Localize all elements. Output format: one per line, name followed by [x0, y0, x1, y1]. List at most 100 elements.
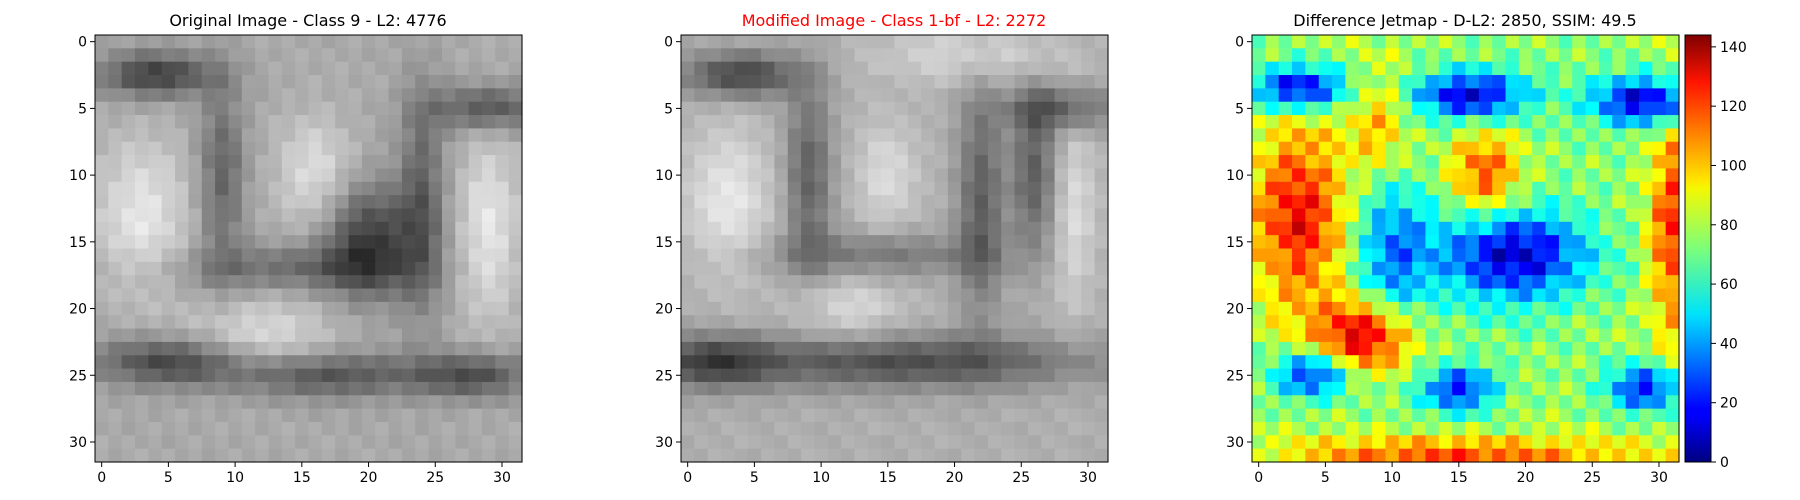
pixel-cell	[708, 289, 722, 303]
pixel-cell	[188, 262, 202, 276]
pixel-cell	[1506, 369, 1520, 383]
pixel-cell	[1532, 62, 1546, 76]
pixel-cell	[774, 195, 788, 209]
pixel-cell	[375, 168, 389, 182]
pixel-cell	[841, 449, 855, 463]
pixel-cell	[961, 289, 975, 303]
pixel-cell	[375, 369, 389, 383]
pixel-cell	[868, 449, 882, 463]
pixel-cell	[1081, 222, 1095, 236]
pixel-cell	[1639, 115, 1653, 129]
pixel-cell	[961, 142, 975, 156]
pixel-cell	[1519, 302, 1533, 316]
pixel-cell	[895, 115, 909, 129]
pixel-cell	[1252, 195, 1266, 209]
pixel-cell	[1041, 422, 1055, 436]
pixel-cell	[1359, 115, 1373, 129]
pixel-cell	[921, 35, 935, 49]
pixel-cell	[1666, 62, 1680, 76]
y-tick-label: 5	[78, 101, 87, 117]
pixel-cell	[801, 88, 815, 102]
pixel-cell	[1439, 88, 1453, 102]
pixel-cell	[1532, 35, 1546, 49]
pixel-cell	[1626, 128, 1640, 142]
pixel-cell	[322, 329, 336, 343]
pixel-cell	[854, 75, 868, 89]
pixel-cell	[188, 382, 202, 396]
pixel-cell	[1372, 195, 1386, 209]
pixel-cell	[1599, 75, 1613, 89]
pixel-cell	[1586, 302, 1600, 316]
pixel-cell	[282, 75, 296, 89]
pixel-cell	[1572, 75, 1586, 89]
pixel-cell	[1279, 155, 1293, 169]
pixel-cell	[148, 262, 162, 276]
pixel-cell	[988, 208, 1002, 222]
pixel-cell	[242, 409, 256, 423]
pixel-cell	[1279, 195, 1293, 209]
pixel-cell	[1001, 182, 1015, 196]
pixel-cell	[1559, 75, 1573, 89]
pixel-cell	[389, 409, 403, 423]
pixel-cell	[215, 142, 229, 156]
pixel-cell	[1546, 62, 1560, 76]
pixel-cell	[801, 302, 815, 316]
pixel-cell	[774, 168, 788, 182]
pixel-cell	[1612, 355, 1626, 369]
pixel-cell	[721, 449, 735, 463]
pixel-cell	[1586, 409, 1600, 423]
pixel-cell	[495, 382, 509, 396]
pixel-cell	[509, 329, 523, 343]
pixel-cell	[429, 449, 443, 463]
pixel-cell	[1332, 88, 1346, 102]
pixel-cell	[402, 262, 416, 276]
pixel-cell	[268, 275, 282, 289]
pixel-cell	[469, 342, 483, 356]
pixel-cell	[1559, 275, 1573, 289]
pixel-cell	[708, 88, 722, 102]
pixel-cell	[1015, 249, 1029, 263]
pixel-cell	[175, 315, 189, 329]
pixel-cell	[734, 369, 748, 383]
pixel-cell	[1095, 435, 1109, 449]
pixel-cell	[322, 115, 336, 129]
pixel-cell	[1068, 289, 1082, 303]
pixel-cell	[1359, 382, 1373, 396]
pixel-cell	[228, 88, 242, 102]
pixel-cell	[774, 315, 788, 329]
pixel-cell	[1492, 48, 1506, 62]
pixel-cell	[1332, 275, 1346, 289]
pixel-cell	[1452, 88, 1466, 102]
pixel-cell	[509, 142, 523, 156]
pixel-cell	[1055, 128, 1069, 142]
pixel-cell	[322, 195, 336, 209]
pixel-cell	[135, 102, 149, 116]
pixel-cell	[1372, 289, 1386, 303]
pixel-cell	[948, 249, 962, 263]
pixel-cell	[375, 62, 389, 76]
pixel-cell	[1292, 128, 1306, 142]
pixel-cell	[1452, 262, 1466, 276]
pixel-cell	[429, 222, 443, 236]
pixel-cell	[828, 155, 842, 169]
pixel-cell	[961, 435, 975, 449]
pixel-cell	[1652, 409, 1666, 423]
pixel-cell	[921, 48, 935, 62]
pixel-cell	[1028, 275, 1042, 289]
pixel-cell	[1532, 222, 1546, 236]
pixel-cell	[681, 62, 695, 76]
pixel-cell	[988, 382, 1002, 396]
pixel-cell	[881, 382, 895, 396]
pixel-cell	[1399, 115, 1413, 129]
y-tick-label: 10	[1226, 168, 1244, 184]
pixel-cell	[1546, 128, 1560, 142]
pixel-cell	[961, 88, 975, 102]
pixel-cell	[228, 289, 242, 303]
pixel-cell	[1068, 315, 1082, 329]
pixel-cell	[1559, 222, 1573, 236]
pixel-cell	[975, 435, 989, 449]
pixel-cell	[1015, 355, 1029, 369]
pixel-cell	[1015, 369, 1029, 383]
pixel-cell	[415, 422, 429, 436]
pixel-cell	[242, 382, 256, 396]
